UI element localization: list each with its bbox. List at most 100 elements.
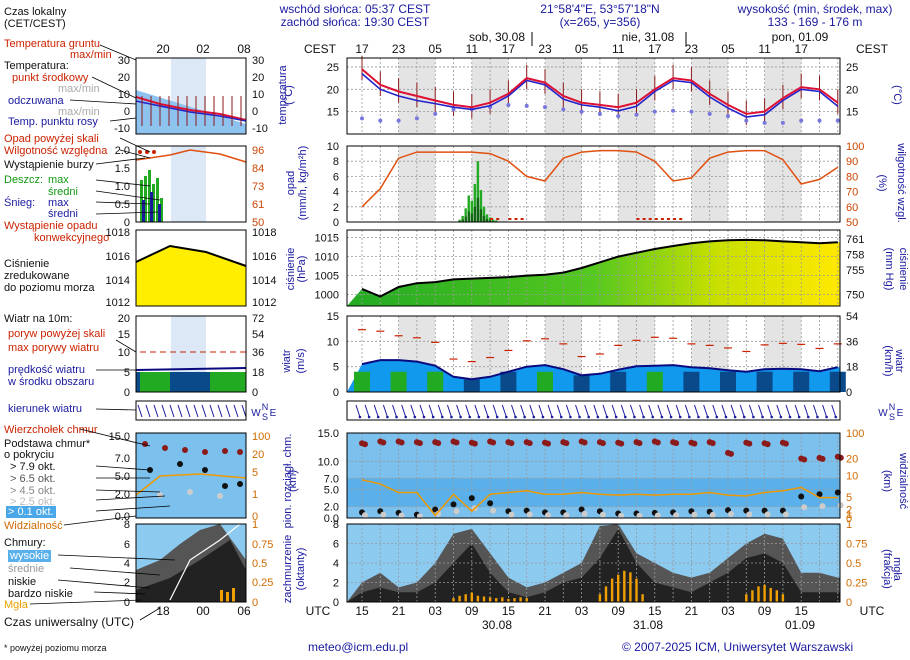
legend-very-low: bardzo niskie xyxy=(8,588,73,600)
humidity-line xyxy=(361,149,839,208)
legend-connector xyxy=(95,495,166,501)
footer-email[interactable]: meteo@icm.edu.pl xyxy=(308,640,409,654)
wind-direction-arrow xyxy=(465,404,471,418)
wind-direction-head xyxy=(688,415,691,419)
small-humidity-ytick: 73 xyxy=(252,181,264,193)
dew-point-dot xyxy=(543,105,547,110)
legend-wind-speed: prędkość wiatru xyxy=(8,364,86,376)
wind-speed-block xyxy=(756,371,773,392)
legend-cloud-base2: o pokryciu xyxy=(4,449,55,461)
wind-direction-arrow xyxy=(401,404,407,418)
cover-ytick: 2 xyxy=(333,578,339,590)
legend-local-time-sub: (CET/CEST) xyxy=(4,18,66,30)
winddir-frame xyxy=(346,400,841,421)
small-fog-ytick: 0.25 xyxy=(252,577,273,589)
legend-connector xyxy=(95,211,159,215)
cloud-panel-band xyxy=(347,478,840,507)
cloud-base-dot-light xyxy=(728,511,734,518)
fog-axis-label: mgła xyxy=(891,557,903,581)
wind-direction-head xyxy=(441,415,444,419)
cover-axis-label: zachmurzenie xyxy=(282,534,294,604)
wind-direction-head xyxy=(569,415,572,419)
wind-direction-head xyxy=(669,415,673,419)
cloud-top-dot xyxy=(380,439,387,446)
wind-direction-arrow xyxy=(758,404,764,418)
pressure-axis-r-label: ciśnienie xyxy=(897,247,909,291)
small-cover-verylow xyxy=(136,540,246,602)
humidity-ytick: 80 xyxy=(846,171,858,183)
wind-direction-head xyxy=(642,415,645,419)
small-visibility-ytick: 1 xyxy=(252,489,258,501)
small-temp-ytick-left: 30 xyxy=(118,55,130,67)
cover-ytick: 8 xyxy=(333,519,339,531)
fog-ytick: 0.25 xyxy=(846,578,867,590)
elevation-values: 133 - 169 - 176 m xyxy=(767,15,863,29)
temp-ytick-left: 15 xyxy=(327,107,339,119)
cloud-base-dot-light xyxy=(837,502,844,509)
wind-direction-arrow xyxy=(529,404,535,418)
small-humidity-ytick: 61 xyxy=(252,199,264,211)
utc-label-right: UTC xyxy=(860,604,885,618)
wind-ytick: 0 xyxy=(333,387,339,399)
legend-temperature: Temperatura: xyxy=(4,60,69,72)
small-pressure-frame xyxy=(135,229,247,307)
cest-tick-label: 05 xyxy=(575,42,589,56)
legend-connector xyxy=(99,44,137,61)
wind-direction-head xyxy=(386,415,389,419)
cloud-base-dot-light xyxy=(362,512,368,519)
wind-direction-head xyxy=(706,415,709,419)
cloud-top-dot xyxy=(508,440,515,447)
temp-ytick-right: 25 xyxy=(846,62,858,74)
small-snow-bar xyxy=(158,204,161,222)
cloud-top-dot xyxy=(801,456,808,463)
wind-speed-block xyxy=(683,371,700,392)
wind-unit-label: (m/s) xyxy=(295,348,307,374)
small-fog-ytick: 0.75 xyxy=(252,539,273,551)
cloud-base-dot-light xyxy=(453,508,460,515)
wind-direction-head xyxy=(715,415,719,419)
cloud-base-dot-light xyxy=(545,512,551,519)
wind-direction-arrow xyxy=(794,404,800,418)
conv-marker xyxy=(490,218,494,220)
conv-marker xyxy=(667,218,670,220)
fog-bar xyxy=(464,594,467,602)
wind-speed-block xyxy=(829,371,846,392)
legend-ground-temp-sub: max/min xyxy=(70,49,112,61)
temp-ytick-right: 20 xyxy=(846,84,858,96)
utc-tick-label: 15 xyxy=(648,604,662,618)
small-cloud-ytick: 0.0 xyxy=(115,511,130,523)
wind-direction-arrow xyxy=(565,404,571,418)
dew-point-dot xyxy=(744,118,749,123)
pressure-ytick: 1005 xyxy=(315,271,339,283)
fog-bar xyxy=(635,578,638,602)
cest-tick-label: 11 xyxy=(758,42,771,56)
small-temp-ytick-left: 0 xyxy=(124,106,130,118)
cloud-base-dot-light xyxy=(563,512,570,519)
cloud-base-dot-light xyxy=(673,512,680,519)
wind-direction-arrow xyxy=(428,404,434,418)
fog-bar xyxy=(751,590,754,602)
dew-point-dot xyxy=(726,114,730,119)
small-wind-green xyxy=(210,372,246,392)
small-cloud-ytick: 5.0 xyxy=(115,471,130,483)
small-wind-arrow xyxy=(217,404,223,418)
small-temp-ytick-right: -10 xyxy=(252,123,268,135)
small-snow-bar xyxy=(150,192,153,222)
cloud-base-dot-light xyxy=(380,511,387,518)
cest-tick-label: 17 xyxy=(355,42,369,56)
legend-local-time: Czas lokalny xyxy=(4,6,67,18)
precip-bar xyxy=(476,161,480,222)
utc-date-3: 01.09 xyxy=(785,618,815,632)
pressure-mmhg-tick: 750 xyxy=(846,290,864,302)
small-pressure-ytick-left: 1014 xyxy=(106,275,130,287)
wind-direction-head xyxy=(779,415,783,419)
wind-direction-head xyxy=(468,415,472,419)
legend-connector xyxy=(95,505,171,512)
small-precip-bar xyxy=(160,198,163,222)
small-pressure-ytick-right: 1012 xyxy=(252,297,276,309)
small-cover-ytick: 2 xyxy=(124,577,130,589)
cloud-base-dot-light xyxy=(599,511,606,518)
small-wind-arrow xyxy=(137,404,143,418)
wind-direction-arrow xyxy=(675,404,681,418)
